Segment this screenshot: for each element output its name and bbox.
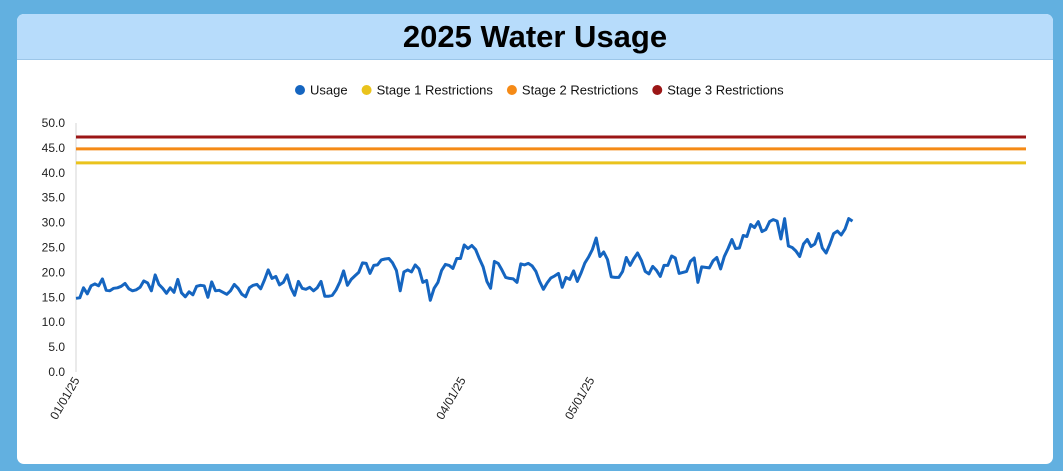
legend-label-stage-3-restrictions: Stage 3 Restrictions <box>667 83 784 98</box>
legend-label-stage-2-restrictions: Stage 2 Restrictions <box>522 83 639 98</box>
chart-card: 2025 Water Usage Usage Stage 1 Restrictio… <box>17 14 1053 464</box>
x-tick-label: 04/01/25 <box>433 374 469 422</box>
y-tick-label: 5.0 <box>48 340 65 354</box>
y-tick-label: 0.0 <box>48 365 65 379</box>
legend-marker-usage <box>295 85 305 95</box>
legend-label-stage-1-restrictions: Stage 1 Restrictions <box>377 83 494 98</box>
x-axis: 01/01/25 04/01/25 05/01/25 <box>47 123 598 422</box>
legend-label-usage: Usage <box>310 83 348 98</box>
y-tick-label: 15.0 <box>42 290 66 304</box>
y-axis: 0.0 5.0 10.0 15.0 20.0 25.0 30.0 35.0 40.0 45.0 50… <box>42 116 66 379</box>
legend: Usage Stage 1 Restrictions Stage 2 Restric… <box>295 83 784 98</box>
y-tick-label: 25.0 <box>42 241 66 255</box>
y-tick-label: 20.0 <box>42 265 66 279</box>
y-tick-label: 40.0 <box>42 166 66 180</box>
x-tick-label: 01/01/25 <box>47 374 83 422</box>
legend-marker-stage-3-restrictions <box>652 85 663 95</box>
legend-marker-stage-2-restrictions <box>506 85 517 95</box>
chart-title: 2025 Water Usage <box>402 18 668 54</box>
y-tick-label: 35.0 <box>42 191 66 205</box>
title-bar: 2025 Water Usage <box>17 14 1053 60</box>
series-lines <box>75 135 1026 302</box>
line-chart: Usage Stage 1 Restrictions Stage 2 Restric… <box>42 83 1026 422</box>
y-tick-label: 10.0 <box>42 315 66 329</box>
legend-marker-stage-1-restrictions <box>361 85 372 95</box>
y-tick-label: 30.0 <box>42 216 66 230</box>
x-tick-label: 05/01/25 <box>562 374 598 422</box>
y-tick-label: 50.0 <box>42 116 66 130</box>
y-tick-label: 45.0 <box>42 141 66 155</box>
series-line-usage <box>75 217 854 302</box>
